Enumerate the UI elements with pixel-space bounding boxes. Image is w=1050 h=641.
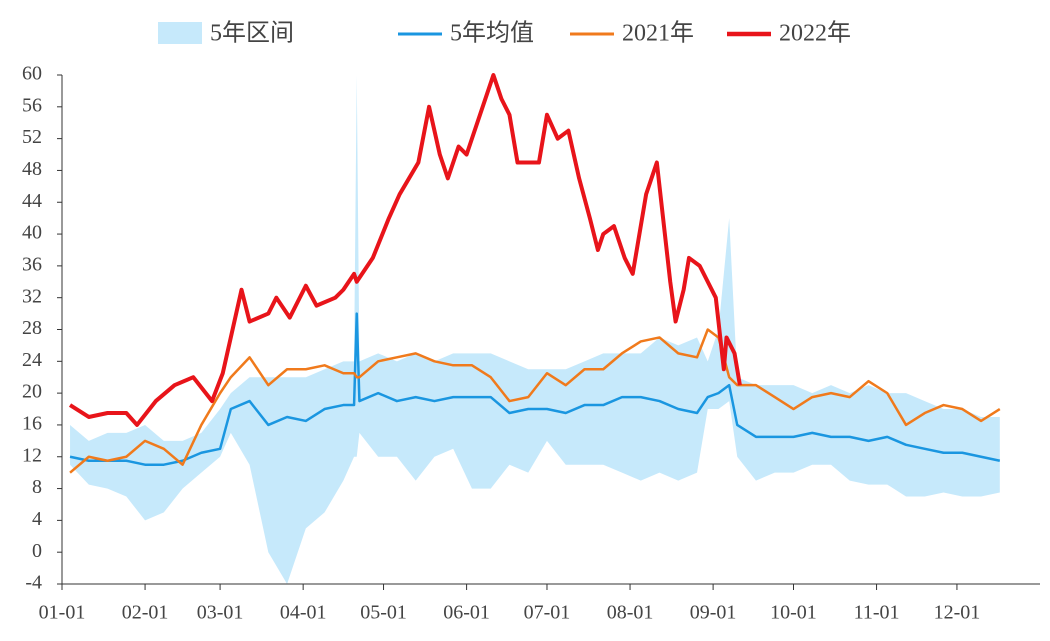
x-tick-label: 03-01 — [197, 602, 244, 624]
y-tick-label: 4 — [32, 508, 42, 530]
y-tick-label: 8 — [32, 476, 42, 498]
legend: 5年区间 5年均值 2021年 2022年 — [158, 20, 851, 47]
legend-label: 5年区间 — [210, 20, 294, 47]
x-tick-label: 06-01 — [443, 602, 490, 624]
x-tick-label: 08-01 — [607, 602, 654, 624]
x-tick-label: 09-01 — [690, 602, 737, 624]
legend-label: 2022年 — [779, 20, 851, 47]
legend-swatch — [158, 22, 202, 44]
y-tick-label: -4 — [25, 572, 42, 594]
y-tick-label: 12 — [22, 444, 42, 466]
y-tick-label: 56 — [22, 94, 42, 116]
y-tick-label: 32 — [22, 285, 42, 307]
line — [68, 73, 742, 427]
y-tick-label: 48 — [22, 158, 42, 180]
y-tick-label: 16 — [22, 413, 42, 435]
x-tick-label: 04-01 — [280, 602, 327, 624]
y-tick-label: 60 — [22, 63, 42, 85]
x-tick-label: 05-01 — [360, 602, 407, 624]
x-tick-label: 07-01 — [524, 602, 571, 624]
y-tick-label: 28 — [22, 317, 42, 339]
x-tick-label: 12-01 — [934, 602, 981, 624]
y-tick-label: 40 — [22, 222, 42, 244]
x-tick-label: 02-01 — [122, 602, 169, 624]
legend-label: 2021年 — [622, 20, 694, 47]
y-tick-label: 44 — [22, 190, 42, 212]
y-tick-label: 52 — [22, 126, 42, 148]
legend-label: 5年均值 — [450, 20, 534, 47]
x-tick-label: 10-01 — [770, 602, 817, 624]
y-tick-label: 24 — [22, 349, 42, 371]
line — [69, 328, 1001, 474]
x-tick-label: 11-01 — [854, 602, 900, 624]
x-tick-label: 01-01 — [39, 602, 86, 624]
y-tick-label: 0 — [32, 540, 42, 562]
y-tick-label: 20 — [22, 381, 42, 403]
y-tick-label: 36 — [22, 253, 42, 275]
line — [69, 312, 1001, 466]
range-band — [70, 75, 1000, 584]
plot-area — [68, 73, 1001, 584]
